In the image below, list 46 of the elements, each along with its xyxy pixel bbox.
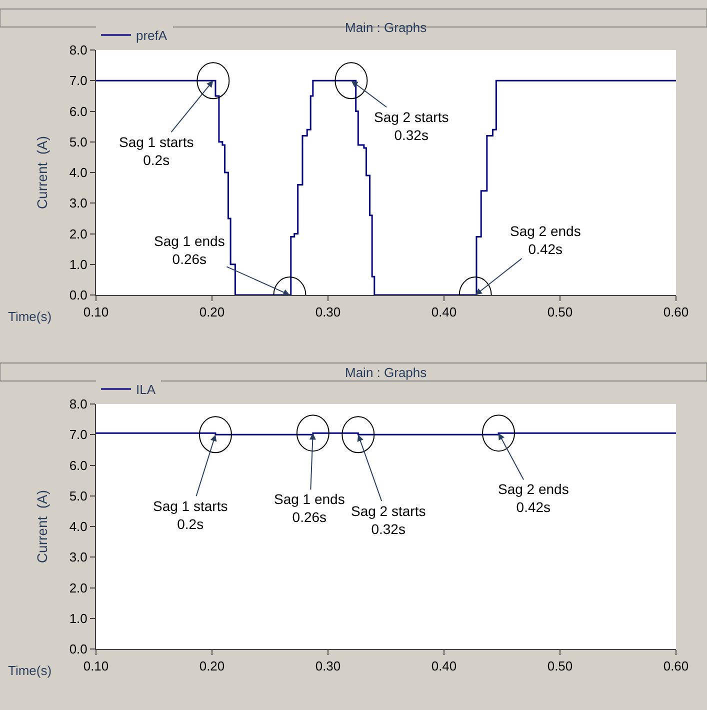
x-tick-label: 0.60 [663, 304, 689, 320]
y-tick-label: 2.0 [69, 580, 88, 596]
x-tick-label: 0.30 [315, 658, 341, 674]
x-tick-label: 0.50 [547, 658, 573, 674]
y-tick-label: 1.0 [69, 256, 88, 272]
y-tick-label: 6.0 [69, 104, 88, 119]
x-tick-label: 0.60 [663, 658, 689, 674]
y-tick-label: 4.0 [69, 165, 88, 180]
x-tick-label: 0.10 [83, 304, 109, 320]
x-tick-label: 0.20 [199, 658, 225, 674]
y-tick-label: 3.0 [69, 196, 88, 211]
y-tick-label: 0.0 [69, 642, 88, 657]
annotation: Sag 2 ends 0.42s [510, 223, 581, 258]
annotation: Sag 1 starts 0.2s [153, 498, 228, 532]
y-tick-label: 3.0 [69, 550, 88, 565]
legend-label: ILA [136, 382, 156, 398]
y-axis-title: Current (A) [34, 490, 50, 564]
legend-label: prefA [136, 28, 168, 44]
y-axis-title: Current (A) [34, 136, 50, 210]
x-tick-label: 0.30 [315, 304, 341, 320]
x-tick-label: 0.10 [83, 658, 109, 674]
x-tick-label: 0.50 [547, 304, 573, 320]
x-tick-label: 0.20 [199, 304, 225, 320]
y-tick-label: 0.0 [69, 288, 88, 303]
y-tick-label: 4.0 [69, 519, 88, 534]
chart-title: Main : Graphs [345, 20, 428, 35]
annotation: Sag 1 ends 0.26s [274, 491, 345, 526]
x-axis-title: Time(s) [8, 663, 52, 678]
y-tick-label: 5.0 [69, 488, 88, 504]
y-tick-label: 6.0 [69, 458, 88, 473]
y-tick-label: 8.0 [69, 396, 88, 412]
y-tick-label: 5.0 [69, 134, 88, 150]
annotation: Sag 1 starts 0.2s [119, 134, 194, 168]
y-tick-label: 8.0 [69, 42, 88, 58]
y-tick-label: 2.0 [69, 226, 88, 242]
y-tick-label: 7.0 [69, 73, 88, 88]
chart-title: Main : Graphs [345, 365, 428, 380]
y-tick-label: 7.0 [69, 427, 88, 442]
annotation: Sag 2 starts 0.32s [374, 109, 449, 144]
x-axis-title: Time(s) [8, 309, 52, 324]
y-tick-label: 1.0 [69, 610, 88, 626]
annotation: Sag 1 ends 0.26s [154, 233, 225, 268]
x-tick-label: 0.40 [431, 658, 457, 674]
annotation: Sag 2 starts 0.32s [351, 503, 426, 538]
x-tick-label: 0.40 [431, 304, 457, 320]
annotation: Sag 2 ends 0.42s [498, 481, 569, 516]
